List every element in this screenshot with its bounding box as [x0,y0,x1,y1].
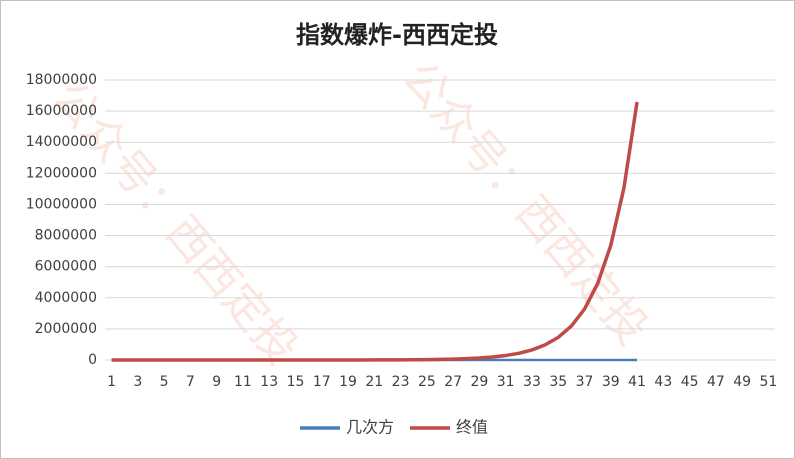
x-tick-label: 17 [313,374,331,390]
x-tick-label: 33 [523,374,541,390]
y-tick-label: 10000000 [26,196,97,212]
line-series [111,101,639,362]
y-tick-label: 18000000 [26,72,97,88]
y-tick-label: 6000000 [35,259,97,275]
x-tick-label: 19 [339,374,357,390]
x-tick-label: 51 [760,374,778,390]
chart-title: 指数爆炸-西西定投 [296,21,498,49]
x-tick-label: 39 [602,374,620,390]
y-tick-label: 16000000 [26,103,97,119]
x-tick-label: 11 [234,374,252,390]
x-tick-label: 1 [107,374,116,390]
x-tick-label: 5 [160,374,169,390]
legend-label: 终值 [456,418,488,437]
x-tick-label: 45 [681,374,699,390]
x-tick-label: 13 [260,374,278,390]
x-tick-label: 35 [549,374,567,390]
x-tick-label: 7 [186,374,195,390]
x-tick-label: 49 [733,374,751,390]
x-tick-label: 37 [576,374,594,390]
y-tick-label: 8000000 [35,228,97,244]
x-tick-label: 47 [707,374,725,390]
y-tick-label: 4000000 [35,290,97,306]
x-tick-label: 43 [654,374,672,390]
x-tick-label: 29 [470,374,488,390]
x-tick-label: 41 [628,374,646,390]
y-tick-label: 0 [88,352,97,368]
legend-label: 几次方 [346,418,394,437]
x-tick-label: 25 [418,374,436,390]
x-tick-label: 15 [287,374,305,390]
y-tick-label: 2000000 [35,321,97,337]
y-tick-label: 12000000 [26,165,97,181]
x-tick-label: 31 [497,374,515,390]
x-tick-label: 23 [392,374,410,390]
x-tick-label: 9 [212,374,221,390]
x-tick-label: 21 [365,374,383,390]
y-tick-label: 14000000 [26,134,97,150]
x-tick-label: 3 [133,374,142,390]
x-tick-label: 27 [444,374,462,390]
